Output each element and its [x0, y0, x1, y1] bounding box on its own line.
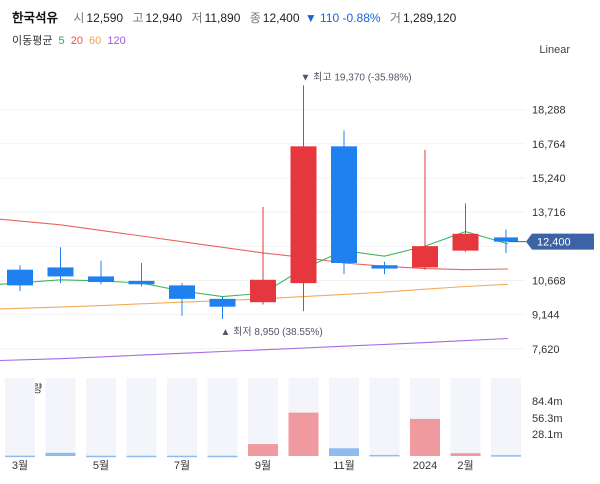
- volume-slot: [329, 378, 359, 456]
- y-tick-label: 7,620: [532, 344, 560, 356]
- candle: [452, 203, 479, 252]
- low-value: 11,890: [204, 11, 241, 25]
- candle: [331, 130, 357, 275]
- ma5-label: 5: [58, 35, 65, 47]
- candle-body: [250, 279, 276, 303]
- open-value: 12,590: [86, 11, 124, 25]
- x-tick-label: 7월: [174, 459, 190, 472]
- x-tick-label: 3월: [12, 459, 28, 472]
- ma20-label: 20: [70, 35, 83, 47]
- candle-body: [169, 285, 195, 299]
- candle: [7, 265, 33, 291]
- volume-bar: [410, 418, 440, 456]
- candle: [169, 283, 195, 316]
- candle-body: [290, 146, 317, 284]
- x-tick-label: 5월: [93, 459, 109, 472]
- candle-body: [331, 146, 357, 263]
- volume-bar: [288, 412, 319, 456]
- candles: [7, 85, 518, 320]
- candle: [250, 206, 276, 305]
- candle: [290, 85, 317, 312]
- high-value: 12,940: [145, 11, 183, 25]
- high-annotation: ▼ 최고 19,370 (-35.98%): [301, 71, 412, 83]
- volume-value: 1,289,120: [402, 11, 457, 25]
- price-header: 한국석유 시 12,590 고 12,940 저 11,890 종 12,400 ▼ 1…: [12, 7, 456, 26]
- volume-tick-label: 84.4m: [532, 396, 563, 408]
- candle: [88, 260, 114, 285]
- candle: [412, 149, 438, 270]
- volume-bar: [207, 455, 238, 458]
- volume-bar: [450, 453, 481, 456]
- moving-average-legend[interactable]: 이동평균 5 20 60 120: [12, 32, 129, 48]
- candle-body: [371, 265, 398, 269]
- volume-slot: [5, 378, 35, 456]
- open-label: 시: [73, 11, 85, 25]
- low-annotation: ▲ 최저 8,950 (38.55%): [221, 326, 323, 338]
- volume-slot: [167, 378, 197, 456]
- candle-body: [7, 269, 33, 286]
- candle-body: [128, 280, 155, 285]
- volume-bar: [126, 455, 157, 458]
- candle: [209, 296, 236, 320]
- candle-body: [452, 233, 479, 251]
- volume-bar: [167, 455, 197, 458]
- volume-slot: [450, 378, 481, 456]
- volume-slot: [248, 378, 278, 456]
- volume-slot: [207, 378, 238, 456]
- volume-tick-label: 56.3m: [532, 413, 563, 425]
- candle-body: [412, 246, 438, 268]
- volume-bar: [5, 455, 35, 458]
- time-axis: 3월 5월 7월 9월 11월 2024 2월: [12, 459, 474, 472]
- scale-toggle[interactable]: Linear: [539, 44, 570, 56]
- current-price-label: 12,400: [537, 237, 571, 249]
- candle-body: [88, 276, 114, 283]
- volume-slot: [491, 378, 521, 456]
- ma120-label: 120: [107, 35, 126, 47]
- change-value: ▼ 110 -0.88%: [304, 11, 381, 25]
- volume-bar: [86, 455, 116, 458]
- volume-bar: [329, 448, 359, 456]
- moving-average-label: 이동평균: [12, 35, 53, 47]
- y-tick-label: 16,764: [532, 139, 566, 151]
- close-label: 종: [249, 11, 261, 25]
- volume-slot: [45, 378, 76, 456]
- price-axis: 18,288 16,764 15,240 13,716 10,668 9,144 7,620…: [508, 105, 594, 356]
- annotations: ▼ 최고 19,370 (-35.98%) ▲ 최저 8,950 (38.55%): [221, 71, 412, 338]
- low-label: 저: [191, 11, 203, 25]
- volume-slot: [369, 378, 400, 456]
- volume-bar: [491, 455, 521, 457]
- volume-tick-label: 28.1m: [532, 429, 563, 441]
- ma120-line: [0, 337, 509, 362]
- candle-body: [47, 267, 74, 277]
- y-tick-label: 10,668: [532, 275, 566, 287]
- x-tick-label: 9월: [255, 459, 271, 472]
- high-label: 고: [132, 11, 144, 25]
- candle-body: [494, 237, 518, 242]
- candle-body: [209, 298, 236, 307]
- volume-bar: [248, 444, 278, 456]
- candle: [47, 247, 74, 284]
- volume-label: 거: [389, 11, 401, 25]
- volume-slot: [126, 378, 157, 456]
- x-tick-label: 2월: [457, 459, 473, 472]
- volume-bar: [45, 452, 76, 456]
- volume-slot: [86, 378, 116, 456]
- close-value: 12,400: [262, 11, 300, 25]
- candle: [128, 262, 155, 287]
- current-price-tag: [526, 233, 594, 250]
- y-tick-label: 13,716: [532, 207, 566, 219]
- x-tick-label: 11월: [333, 459, 355, 472]
- candle: [494, 229, 518, 254]
- y-tick-label: 15,240: [532, 173, 566, 185]
- candle: [371, 261, 398, 275]
- stock-name: 한국석유: [12, 11, 59, 25]
- ma60-label: 60: [89, 35, 102, 47]
- volume-bar: [369, 454, 400, 457]
- x-tick-label: 2024: [413, 460, 437, 472]
- y-tick-label: 9,144: [532, 310, 560, 322]
- y-tick-label: 18,288: [532, 105, 566, 117]
